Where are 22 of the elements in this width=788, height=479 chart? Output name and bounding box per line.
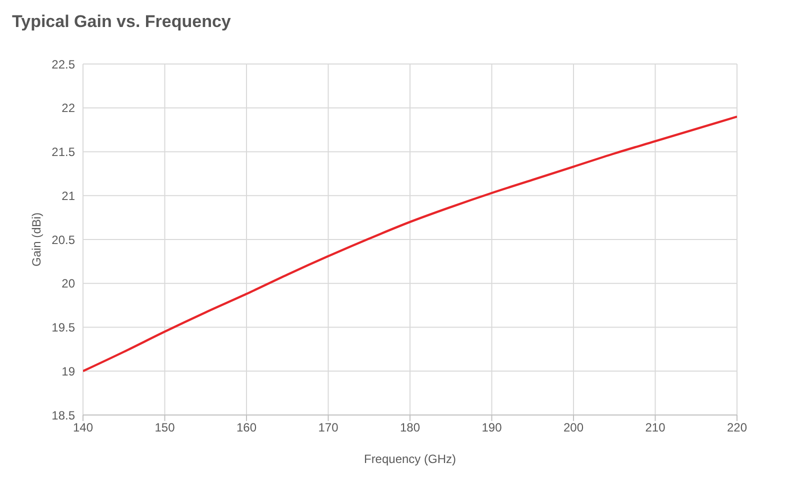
y-axis-title: Gain (dBi)	[29, 212, 44, 267]
y-tick-label: 21.5	[52, 145, 76, 160]
y-tick-label: 20.5	[52, 232, 76, 247]
y-tick-label: 22	[62, 101, 76, 116]
x-tick-label: 160	[236, 420, 257, 435]
x-tick-label: 150	[154, 420, 176, 435]
x-tick-label: 210	[645, 420, 666, 435]
y-tick-label: 22.5	[52, 57, 76, 72]
y-tick-label: 19	[62, 364, 76, 378]
y-tick-label: 21	[62, 188, 76, 203]
line-series	[83, 116, 737, 372]
x-tick-label: 200	[563, 420, 584, 435]
x-axis-title: Frequency (GHz)	[364, 452, 456, 466]
x-tick-label: 180	[400, 420, 420, 435]
y-tick-label: 20	[62, 276, 76, 291]
x-tick-label: 190	[482, 420, 502, 435]
y-tick-label: 19.5	[52, 320, 76, 335]
x-tick-label: 170	[318, 420, 339, 435]
x-tick-label: 140	[72, 420, 94, 435]
y-tick-label: 18.5	[52, 408, 76, 422]
x-tick-label: 220	[726, 420, 748, 435]
chart-title: Typical Gain vs. Frequency	[11, 11, 232, 33]
